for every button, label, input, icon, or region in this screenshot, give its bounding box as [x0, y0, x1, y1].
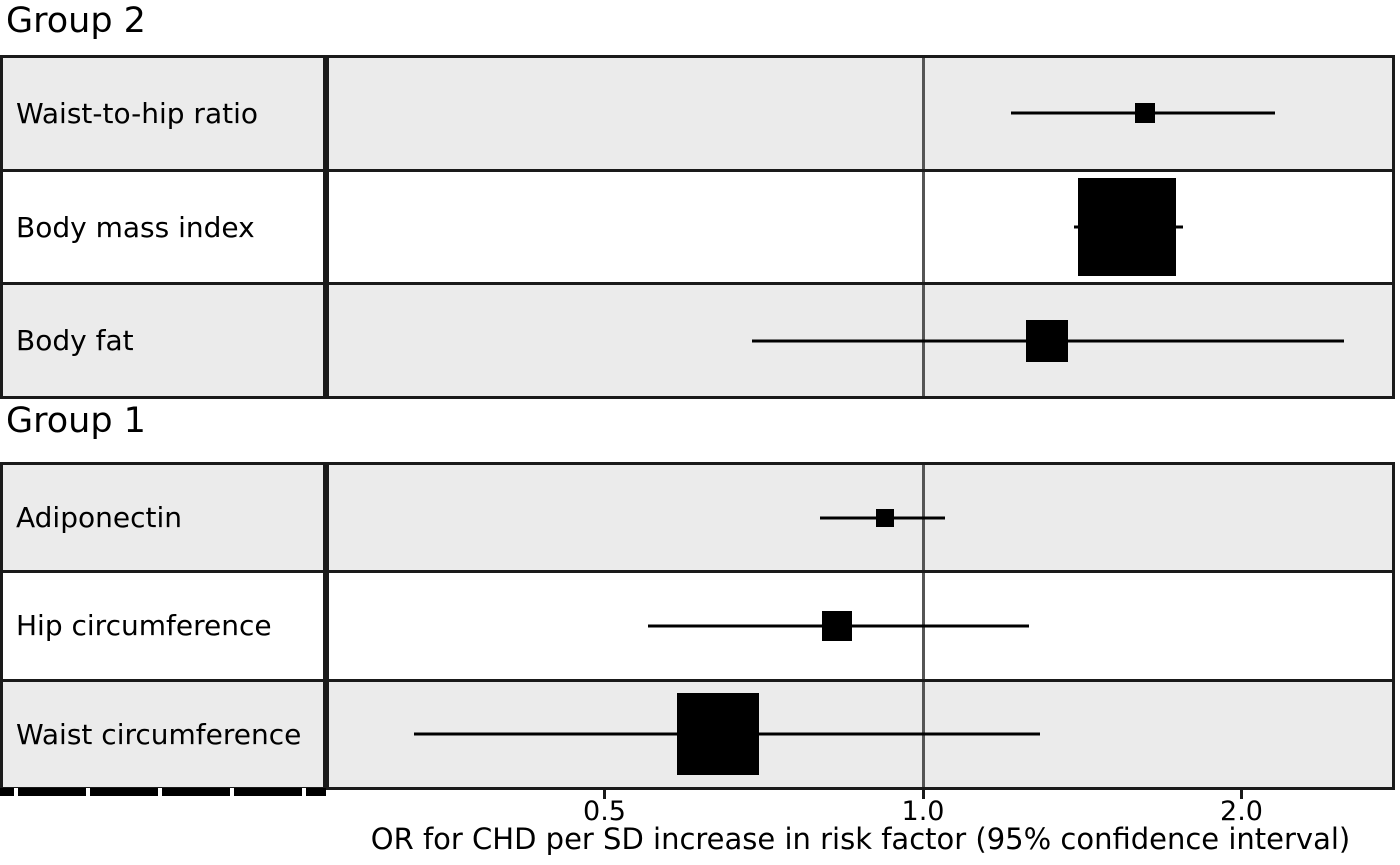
group1-panel: Adiponectin Hip circumference Waist circum… — [0, 462, 1395, 790]
forest-row-adiponectin: Adiponectin — [3, 465, 1392, 574]
point-estimate-marker — [1134, 103, 1155, 124]
x-axis-tick-label-0-5: 0.5 — [583, 796, 626, 827]
forest-row-waist-to-hip-ratio: Waist-to-hip ratio — [3, 58, 1392, 172]
row-plot-area-body-mass-index — [326, 171, 1392, 283]
row-label-adiponectin: Adiponectin — [3, 465, 326, 571]
strip-notch-1 — [86, 788, 90, 796]
strip-notch-2 — [158, 788, 162, 796]
x-axis-tick-0-5 — [603, 790, 606, 799]
row-label-body-mass-index: Body mass index — [3, 171, 326, 283]
group2-panel: Waist-to-hip ratio Body mass index Body fa… — [0, 55, 1395, 399]
strip-notch-0 — [14, 788, 18, 796]
strip-notch-4 — [302, 788, 306, 796]
row-plot-area-waist-circumference — [326, 681, 1392, 787]
forest-row-body-fat: Body fat — [3, 285, 1392, 397]
x-axis-title: OR for CHD per SD increase in risk facto… — [370, 822, 1351, 856]
x-axis-tick-label-2-0: 2.0 — [1220, 796, 1263, 827]
row-label-body-fat: Body fat — [3, 285, 326, 397]
point-estimate-marker — [822, 610, 853, 641]
group2-title: Group 2 — [6, 1, 146, 41]
row-label-waist-to-hip-ratio: Waist-to-hip ratio — [3, 58, 326, 169]
row-plot-area-adiponectin — [326, 465, 1392, 571]
forest-row-body-mass-index: Body mass index — [3, 171, 1392, 286]
x-axis-tick-2-0 — [1240, 790, 1243, 799]
row-plot-area-waist-to-hip-ratio — [326, 58, 1392, 169]
point-estimate-marker — [1078, 178, 1177, 276]
reference-line-or-1 — [921, 58, 925, 169]
point-estimate-marker — [676, 693, 759, 776]
clipped-axis-strip — [0, 788, 326, 796]
x-axis-tick-1-0 — [921, 790, 925, 799]
forest-row-waist-circumference: Waist circumference — [3, 681, 1392, 787]
row-label-hip-circumference: Hip circumference — [3, 573, 326, 679]
point-estimate-marker — [1026, 319, 1069, 362]
x-axis-tick-label-1-0: 1.0 — [901, 796, 945, 827]
reference-line-or-1 — [921, 171, 925, 283]
group1-title: Group 1 — [6, 401, 146, 441]
row-plot-area-hip-circumference — [326, 573, 1392, 679]
strip-notch-3 — [230, 788, 234, 796]
forest-row-hip-circumference: Hip circumference — [3, 573, 1392, 682]
row-plot-area-body-fat — [326, 285, 1392, 397]
row-label-waist-circumference: Waist circumference — [3, 681, 326, 787]
point-estimate-marker — [875, 508, 894, 527]
